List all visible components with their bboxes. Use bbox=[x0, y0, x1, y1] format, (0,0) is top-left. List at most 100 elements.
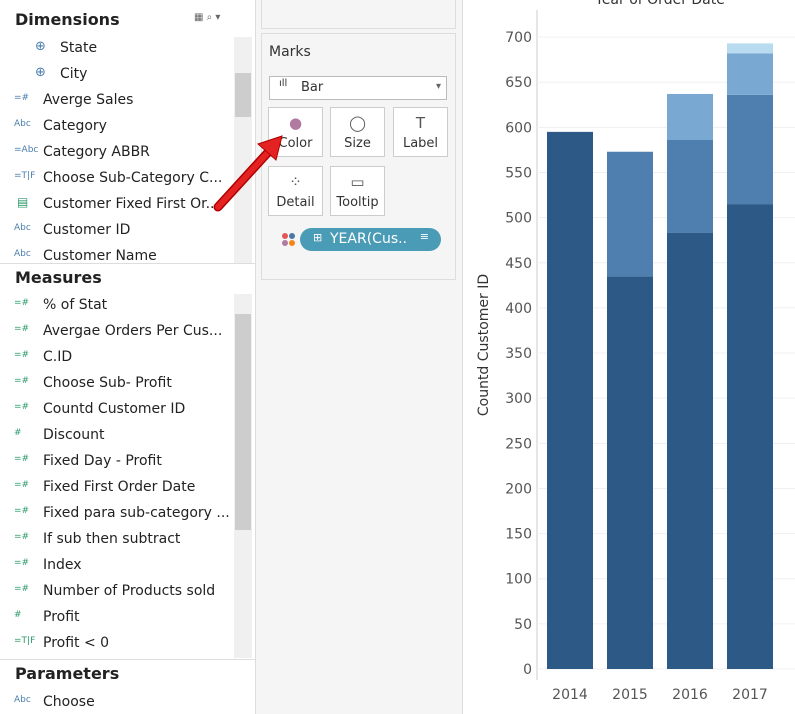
y-tick-label: 650 bbox=[505, 75, 532, 91]
field-icon: # bbox=[14, 428, 22, 438]
mark-button[interactable]: ● Color bbox=[268, 107, 323, 157]
bar-segment bbox=[727, 94, 773, 205]
pill-text: YEAR(Cus.. bbox=[330, 231, 408, 247]
field-item[interactable]: =# If sub then subtract bbox=[0, 529, 225, 553]
bar-segment bbox=[607, 276, 653, 669]
y-tick-label: 50 bbox=[514, 617, 532, 633]
field-label: Customer Name bbox=[43, 248, 157, 263]
mark-button[interactable]: ◯ Size bbox=[330, 107, 385, 157]
field-label: Choose Sub-Category C... bbox=[43, 170, 223, 186]
field-icon: Abc bbox=[14, 119, 31, 129]
field-label: If sub then subtract bbox=[43, 531, 181, 547]
color-pill[interactable]: ⊞ YEAR(Cus.. ≡ bbox=[300, 228, 441, 251]
field-label: Profit bbox=[43, 609, 80, 625]
field-label: Choose Sub- Profit bbox=[43, 375, 172, 391]
x-tick-label: 2014 bbox=[552, 687, 588, 703]
field-item[interactable]: Abc Category bbox=[0, 116, 225, 140]
y-tick-label: 700 bbox=[505, 30, 532, 46]
y-tick-label: 300 bbox=[505, 391, 532, 407]
field-label: Avergae Orders Per Cus... bbox=[43, 323, 223, 339]
field-label: City bbox=[60, 66, 88, 82]
y-tick-label: 600 bbox=[505, 120, 532, 136]
field-item[interactable]: =# % of Stat bbox=[0, 295, 225, 319]
mark-button[interactable]: ⁘ Detail bbox=[268, 166, 323, 216]
parameters-list: Abc Choose bbox=[0, 691, 255, 714]
field-icon: =# bbox=[14, 584, 30, 594]
button-label: Tooltip bbox=[336, 195, 379, 210]
bar-segment bbox=[547, 131, 593, 669]
field-item[interactable]: ▤ Customer Fixed First Or... bbox=[0, 194, 225, 218]
field-icon: Abc bbox=[14, 223, 31, 233]
button-icon: ◯ bbox=[349, 114, 366, 132]
parameters-title: Parameters bbox=[15, 664, 120, 683]
field-item[interactable]: =T|F Choose Sub-Category C... bbox=[0, 168, 225, 192]
mark-type-text: Bar bbox=[301, 80, 324, 95]
field-item[interactable]: =# Choose Sub- Profit bbox=[0, 373, 225, 397]
field-item[interactable]: =# Avergae Orders Per Cus... bbox=[0, 321, 225, 345]
field-icon: =# bbox=[14, 480, 30, 490]
field-icon: =T|F bbox=[14, 636, 36, 646]
x-tick-label: 2015 bbox=[612, 687, 648, 703]
toolbar[interactable]: ▦ ⌕ ▾ bbox=[194, 12, 221, 23]
field-icon: =# bbox=[14, 506, 30, 516]
bar-segment bbox=[667, 93, 713, 140]
field-icon: =T|F bbox=[14, 171, 36, 181]
dimensions-list: ⊕ State ⊕ City =# Averge Sales Abc Category =Abc… bbox=[0, 37, 255, 263]
globe-icon: ⊕ bbox=[35, 39, 46, 54]
field-label: Discount bbox=[43, 427, 105, 443]
field-icon: Abc bbox=[14, 249, 31, 259]
bar-segment bbox=[727, 204, 773, 669]
field-item[interactable]: =# Averge Sales bbox=[0, 90, 225, 114]
field-item[interactable]: =# Fixed First Order Date bbox=[0, 477, 225, 501]
scrollbar[interactable] bbox=[234, 294, 252, 658]
field-icon: =# bbox=[14, 93, 30, 103]
field-label: Number of Products sold bbox=[43, 583, 216, 599]
field-label: Customer ID bbox=[43, 222, 131, 238]
field-label: Category bbox=[43, 118, 107, 134]
field-label: State bbox=[60, 40, 98, 56]
field-icon: =# bbox=[14, 402, 30, 412]
button-label: Label bbox=[402, 136, 439, 151]
field-item[interactable]: =# Index bbox=[0, 555, 225, 579]
marks-title: Marks bbox=[269, 44, 311, 60]
scrollbar[interactable] bbox=[234, 37, 252, 263]
field-item[interactable]: ⊕ City bbox=[0, 64, 225, 88]
field-item[interactable]: =# Number of Products sold bbox=[0, 581, 225, 605]
button-icon: ● bbox=[288, 114, 303, 132]
calendar-icon: ▤ bbox=[17, 195, 29, 209]
field-item[interactable]: Abc Customer Name bbox=[0, 246, 225, 263]
field-item[interactable]: =# C.ID bbox=[0, 347, 225, 371]
field-icon: =# bbox=[14, 532, 30, 542]
mark-button[interactable]: T Label bbox=[393, 107, 448, 157]
field-item[interactable]: ⊕ State bbox=[0, 38, 225, 62]
field-item[interactable]: Abc Choose bbox=[0, 692, 225, 714]
field-icon: =# bbox=[14, 298, 30, 308]
mark-button[interactable]: ▭ Tooltip bbox=[330, 166, 385, 216]
field-item[interactable]: =# Fixed Day - Profit bbox=[0, 451, 225, 475]
field-item[interactable]: Abc Customer ID bbox=[0, 220, 225, 244]
dimensions-title: Dimensions bbox=[15, 10, 120, 29]
y-tick-label: 100 bbox=[505, 572, 532, 588]
y-tick-label: 450 bbox=[505, 256, 532, 272]
field-icon: =# bbox=[14, 350, 30, 360]
y-tick-label: 500 bbox=[505, 211, 532, 227]
field-label: % of Stat bbox=[43, 297, 108, 313]
data-pane: Dimensions ▦ ⌕ ▾ ⊕ State ⊕ City =# Averge Sal… bbox=[0, 0, 256, 714]
field-item[interactable]: =# Countd Customer ID bbox=[0, 399, 225, 423]
field-item[interactable]: # Profit bbox=[0, 607, 225, 631]
field-item[interactable]: # Discount bbox=[0, 425, 225, 449]
annotation-arrow bbox=[213, 135, 283, 212]
field-item[interactable]: =Abc Category ABBR bbox=[0, 142, 225, 166]
mark-type[interactable]: ıll Bar ▾ bbox=[269, 76, 447, 100]
chart-title: Year of Order Date bbox=[594, 0, 725, 8]
y-axis-title: Countd Customer ID bbox=[476, 274, 492, 416]
button-label: Color bbox=[278, 136, 313, 151]
bar-segment bbox=[607, 151, 653, 277]
y-tick-label: 550 bbox=[505, 165, 532, 181]
measures-title: Measures bbox=[15, 268, 102, 287]
button-label: Size bbox=[344, 136, 371, 151]
field-item[interactable]: =# Fixed para sub-category ... bbox=[0, 503, 230, 527]
field-item[interactable]: =T|F Profit < 0 bbox=[0, 633, 225, 657]
field-icon: # bbox=[14, 610, 22, 620]
